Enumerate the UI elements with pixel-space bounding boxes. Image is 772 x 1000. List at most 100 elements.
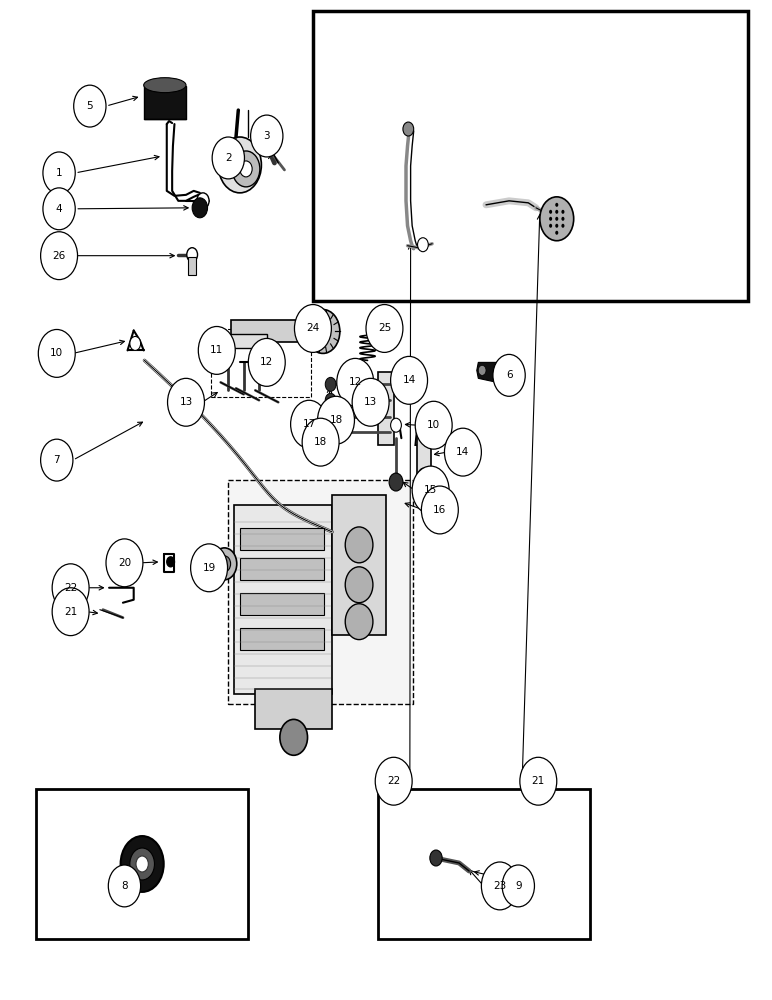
Bar xyxy=(240,528,324,550)
Text: 24: 24 xyxy=(306,323,320,333)
Text: 21: 21 xyxy=(532,776,545,786)
Circle shape xyxy=(549,217,552,221)
Circle shape xyxy=(479,365,486,375)
Text: 8: 8 xyxy=(121,881,128,891)
Bar xyxy=(231,320,311,342)
Circle shape xyxy=(325,425,336,439)
Circle shape xyxy=(375,757,412,805)
Circle shape xyxy=(306,310,340,353)
Circle shape xyxy=(167,557,174,567)
Circle shape xyxy=(325,410,336,424)
Circle shape xyxy=(497,370,505,380)
Circle shape xyxy=(136,856,148,872)
Text: 26: 26 xyxy=(52,251,66,261)
Circle shape xyxy=(389,473,403,491)
Circle shape xyxy=(555,203,558,207)
Text: 9: 9 xyxy=(515,881,522,891)
Text: 10: 10 xyxy=(50,348,63,358)
Circle shape xyxy=(43,188,75,230)
Text: 2: 2 xyxy=(225,153,232,163)
Circle shape xyxy=(352,378,389,426)
Text: 6: 6 xyxy=(506,370,513,380)
Circle shape xyxy=(493,354,525,396)
Polygon shape xyxy=(144,86,186,119)
Circle shape xyxy=(232,151,260,187)
Circle shape xyxy=(445,428,482,476)
Circle shape xyxy=(415,401,452,449)
Text: 5: 5 xyxy=(86,101,93,111)
Text: 17: 17 xyxy=(303,419,316,429)
Bar xyxy=(240,593,324,615)
Text: 14: 14 xyxy=(456,447,469,457)
Text: 7: 7 xyxy=(53,455,60,465)
Circle shape xyxy=(43,152,75,194)
Circle shape xyxy=(540,197,574,241)
Circle shape xyxy=(412,466,449,514)
Text: 14: 14 xyxy=(402,375,415,385)
Text: 15: 15 xyxy=(424,485,437,495)
Circle shape xyxy=(106,539,143,587)
Text: 22: 22 xyxy=(64,583,77,593)
Polygon shape xyxy=(417,430,431,500)
Polygon shape xyxy=(477,362,509,383)
Text: 3: 3 xyxy=(263,131,270,141)
Bar xyxy=(256,689,332,729)
Circle shape xyxy=(418,468,429,482)
Bar xyxy=(240,628,324,650)
Bar xyxy=(240,558,324,580)
Text: 18: 18 xyxy=(314,437,327,447)
Polygon shape xyxy=(415,430,432,445)
Bar xyxy=(212,329,311,397)
Bar xyxy=(313,11,747,301)
Circle shape xyxy=(561,224,564,228)
Circle shape xyxy=(41,232,77,280)
Circle shape xyxy=(212,137,245,179)
Circle shape xyxy=(279,719,307,755)
Circle shape xyxy=(555,224,558,228)
Circle shape xyxy=(418,238,428,252)
Circle shape xyxy=(168,378,205,426)
Circle shape xyxy=(561,217,564,221)
Text: 21: 21 xyxy=(64,607,77,617)
Text: 22: 22 xyxy=(387,776,401,786)
Circle shape xyxy=(294,305,331,352)
Circle shape xyxy=(549,224,552,228)
Text: 19: 19 xyxy=(202,563,215,573)
Circle shape xyxy=(325,377,336,391)
Circle shape xyxy=(345,527,373,563)
Polygon shape xyxy=(378,372,394,445)
Circle shape xyxy=(555,217,558,221)
Text: 4: 4 xyxy=(56,204,63,214)
Text: 1: 1 xyxy=(56,168,63,178)
Polygon shape xyxy=(332,495,386,635)
Circle shape xyxy=(391,356,428,404)
Text: 12: 12 xyxy=(260,357,273,367)
Circle shape xyxy=(251,115,283,157)
Bar xyxy=(36,789,248,939)
Circle shape xyxy=(290,400,327,448)
Text: 13: 13 xyxy=(179,397,193,407)
Bar xyxy=(188,257,196,275)
Text: 11: 11 xyxy=(210,345,223,355)
Text: 16: 16 xyxy=(433,505,446,515)
Circle shape xyxy=(482,862,518,910)
Circle shape xyxy=(39,329,75,377)
Circle shape xyxy=(502,865,534,907)
Circle shape xyxy=(430,850,442,866)
Text: 13: 13 xyxy=(364,397,378,407)
Circle shape xyxy=(187,248,198,262)
Text: 25: 25 xyxy=(378,323,391,333)
Circle shape xyxy=(130,848,154,880)
Text: 23: 23 xyxy=(493,881,506,891)
Circle shape xyxy=(317,396,354,444)
Circle shape xyxy=(130,336,141,350)
Polygon shape xyxy=(234,505,332,694)
Circle shape xyxy=(302,418,339,466)
Text: 12: 12 xyxy=(349,377,362,387)
Circle shape xyxy=(198,326,235,374)
Circle shape xyxy=(73,85,106,127)
Circle shape xyxy=(555,210,558,214)
Text: 20: 20 xyxy=(118,558,131,568)
Circle shape xyxy=(520,757,557,805)
Circle shape xyxy=(52,564,89,612)
